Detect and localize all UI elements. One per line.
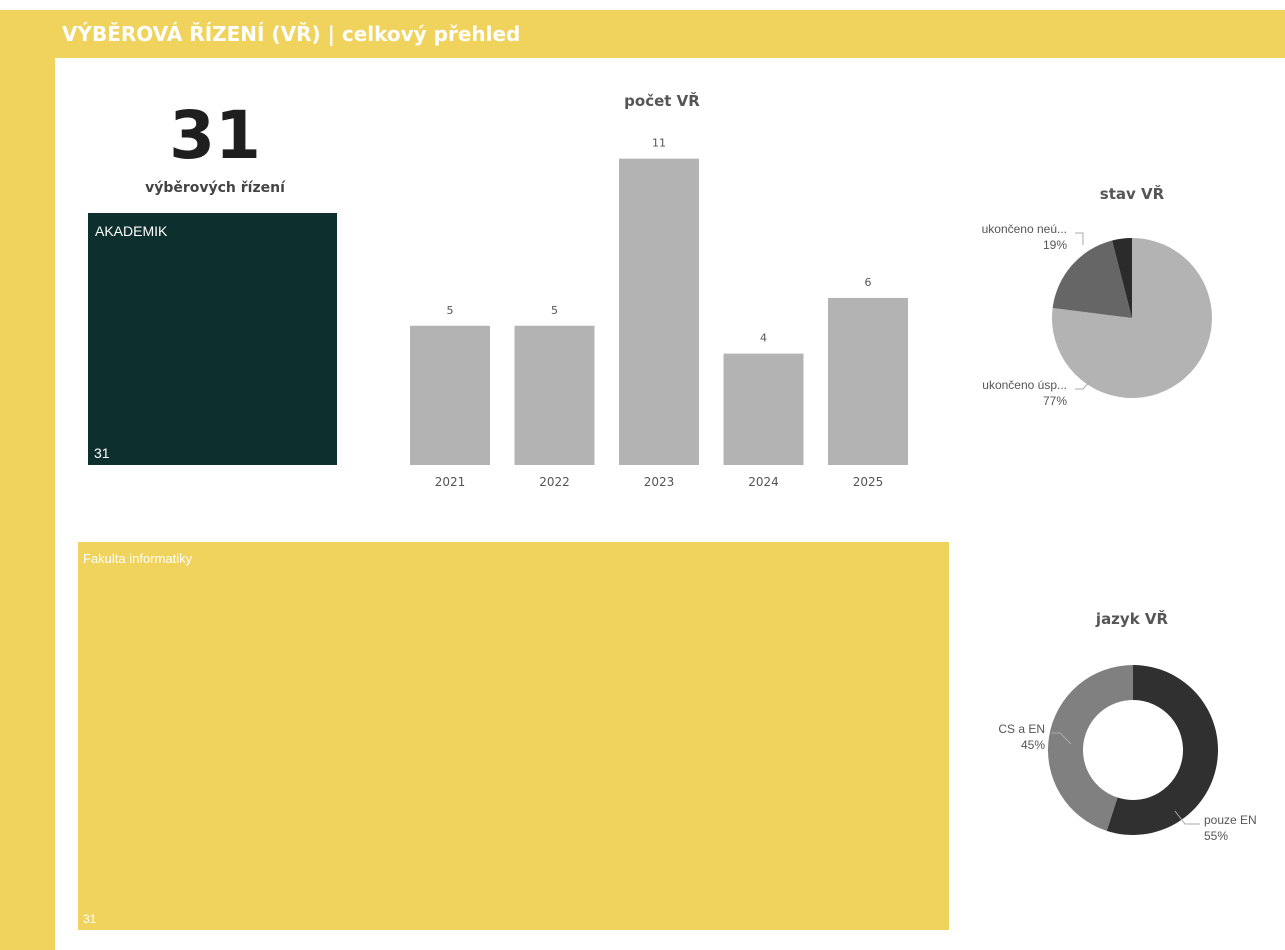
donut-jazyk-slice-0[interactable] xyxy=(1106,665,1218,835)
pie-slice-label: pouze EN xyxy=(1204,813,1257,827)
pie-slice-label: ukončeno neú... xyxy=(982,222,1067,236)
treemap-akademik-value: 31 xyxy=(94,445,110,461)
bar-data-label: 5 xyxy=(447,304,454,317)
pie-slice-percent: 55% xyxy=(1204,829,1228,843)
pie-slice-percent: 77% xyxy=(1043,394,1067,408)
pie-slice-label: ukončeno úsp... xyxy=(982,378,1067,392)
pie-leader-line xyxy=(1075,232,1084,245)
treemap-faculty-value: 31 xyxy=(83,912,97,926)
pie-slice-percent: 45% xyxy=(1021,738,1045,752)
bar-chart-title: počet VŘ xyxy=(624,91,700,110)
left-accent-strip xyxy=(0,10,55,950)
bar-x-tick-label: 2025 xyxy=(853,475,884,489)
kpi-total-value: 31 xyxy=(169,97,261,174)
bar-x-tick-label: 2022 xyxy=(539,475,570,489)
bar-data-label: 4 xyxy=(760,332,767,345)
pie-leader-line xyxy=(1051,732,1072,745)
header-bar: VÝBĚROVÁ ŘÍZENÍ (VŘ) | celkový přehled xyxy=(0,10,1285,58)
kpi-total-label: výběrových řízení xyxy=(145,180,285,196)
bar-data-label: 6 xyxy=(865,276,872,289)
bar-x-tick-label: 2021 xyxy=(435,475,466,489)
donut-chart-jazyk-vr: jazyk VŘ pouze EN 55% CS a EN 45% xyxy=(998,609,1257,843)
bar-2023[interactable] xyxy=(619,158,699,465)
bar-2025[interactable] xyxy=(828,297,908,465)
bar-data-label: 11 xyxy=(652,137,666,150)
pie-leader-line xyxy=(1075,380,1091,390)
bar-chart-pocet-vr: počet VŘ 5 2021 5 2022 11 2023 4 2024 6 2025 xyxy=(410,91,908,489)
page-title: VÝBĚROVÁ ŘÍZENÍ (VŘ) | celkový přehled xyxy=(62,22,521,46)
pie-leader-line xyxy=(1174,810,1200,825)
bar-data-label: 5 xyxy=(551,304,558,317)
donut-jazyk-title: jazyk VŘ xyxy=(1095,609,1169,628)
pie-chart-stav-vr: stav VŘ ukončeno úsp... 77% ukončeno neú..… xyxy=(982,184,1212,408)
bar-x-tick-label: 2023 xyxy=(644,475,675,489)
treemap-akademik-tile[interactable]: AKADEMIK 31 xyxy=(88,213,337,465)
pie-stav-slice-2[interactable] xyxy=(1112,238,1132,318)
treemap-akademik-label: AKADEMIK xyxy=(95,223,168,239)
pie-slice-label: CS a EN xyxy=(998,722,1045,736)
pie-slice-percent: 19% xyxy=(1043,238,1067,252)
bar-x-tick-label: 2024 xyxy=(748,475,779,489)
bar-2022[interactable] xyxy=(514,325,595,465)
pie-stav-title: stav VŘ xyxy=(1100,184,1165,203)
treemap-faculty-tile[interactable]: Fakulta informatiky 31 xyxy=(78,542,949,930)
donut-jazyk-slice-1[interactable] xyxy=(1048,665,1133,831)
treemap-faculty-label: Fakulta informatiky xyxy=(83,551,193,566)
bar-2024[interactable] xyxy=(723,353,804,465)
bar-2021[interactable] xyxy=(410,325,490,465)
pie-stav-slice-1[interactable] xyxy=(1052,240,1132,318)
